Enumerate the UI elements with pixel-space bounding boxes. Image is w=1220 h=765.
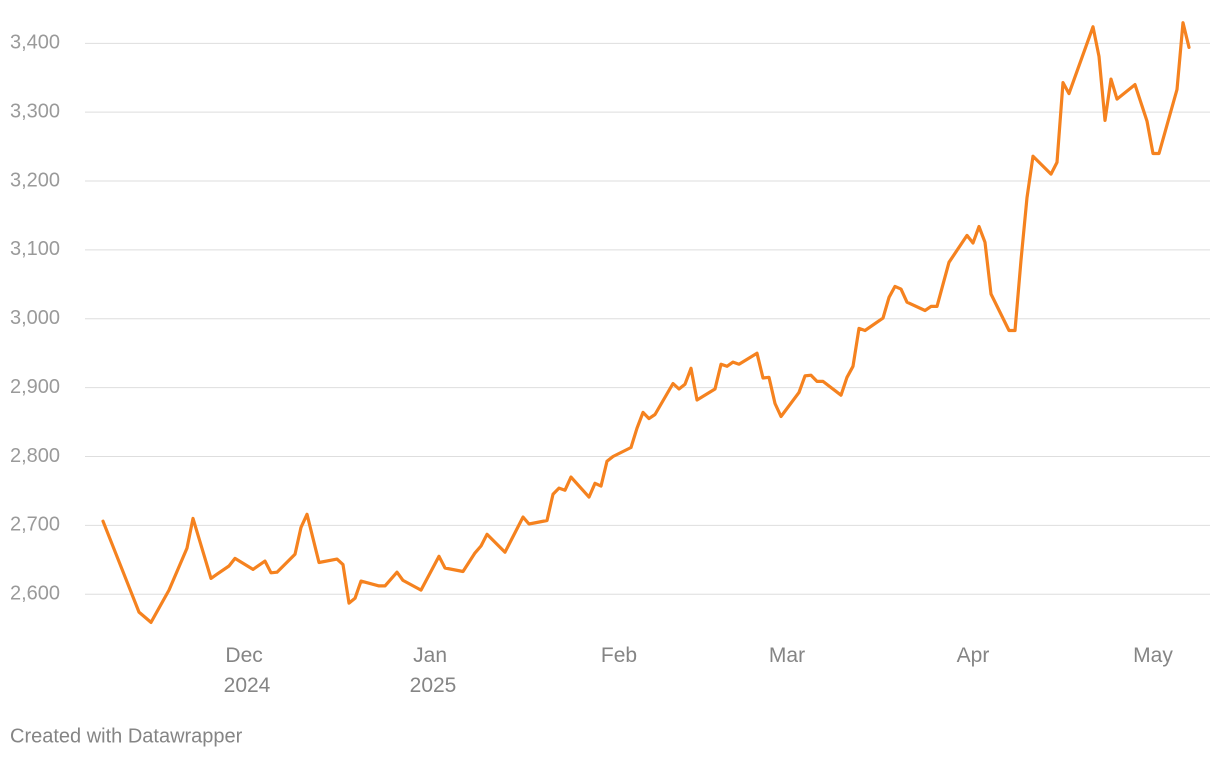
y-tick-label: 2,800 (10, 445, 60, 467)
x-tick-label: Feb (601, 644, 637, 667)
y-tick-label: 2,900 (10, 376, 60, 398)
y-tick-label: 3,200 (10, 169, 60, 191)
y-tick-label: 2,600 (10, 582, 60, 604)
y-tick-label: 2,700 (10, 514, 60, 536)
y-tick-label: 3,100 (10, 238, 60, 260)
x-tick-label: May (1133, 644, 1173, 667)
y-tick-label: 3,400 (10, 32, 60, 54)
x-tick-label: Dec 2024 (224, 644, 271, 697)
x-tick-label: Jan 2025 (410, 644, 457, 697)
x-tick-label: Apr (957, 644, 990, 667)
y-tick-label: 3,000 (10, 307, 60, 329)
y-tick-label: 3,300 (10, 100, 60, 122)
line (101, 21, 1191, 624)
credit: Created with Datawrapper (10, 725, 243, 747)
x-tick-label: Mar (769, 644, 805, 667)
